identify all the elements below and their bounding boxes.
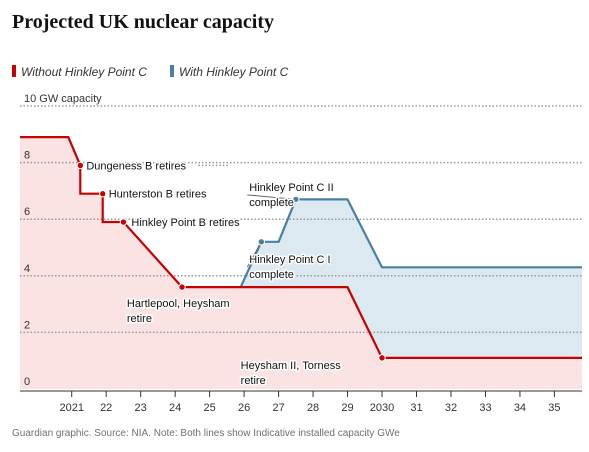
x-tick-label-2029: 29 bbox=[341, 402, 353, 414]
x-tick-label-2026: 26 bbox=[238, 402, 250, 414]
y-axis: 0 2 4 6 8 10 GW capacity bbox=[24, 93, 102, 388]
x-tick-label-2024: 24 bbox=[169, 402, 181, 414]
marker-hinkley-point-c-i bbox=[257, 238, 266, 246]
series-areas bbox=[20, 137, 582, 389]
x-tick-label-2022: 22 bbox=[100, 402, 112, 414]
x-tick-label-2028: 28 bbox=[307, 402, 319, 414]
legend-label-with-hinkley: With Hinkley Point C bbox=[179, 65, 289, 79]
y-tick-label-6: 6 bbox=[24, 206, 30, 218]
source-note: Guardian graphic. Source: NIA. Note: Bot… bbox=[12, 428, 400, 439]
x-axis: 2021 22 23 24 25 26 27 28 29 2030 31 32 33 34 35 bbox=[20, 390, 582, 414]
x-tick-label-2025: 25 bbox=[204, 402, 216, 414]
area-without-hinkley bbox=[20, 137, 582, 389]
y-tick-label-4: 4 bbox=[24, 263, 30, 275]
y-tick-label-0: 0 bbox=[24, 376, 30, 388]
leader-hinkley-point-c-ii bbox=[247, 194, 296, 200]
annotation-hinkley-point-c-ii-line-2: complete bbox=[249, 197, 294, 209]
x-tick-label-2034: 34 bbox=[514, 402, 526, 414]
annotation-hunterston-b-retires-line-1: Hunterston B retires bbox=[109, 189, 207, 201]
x-tick-label-2031: 31 bbox=[410, 402, 422, 414]
marker-hunterston-b-retires bbox=[99, 190, 107, 198]
marker-hinkley-point-c-ii bbox=[292, 195, 300, 204]
annotation-hartlepool-heysham-line-1: Hartlepool, Heysham bbox=[127, 298, 230, 310]
annotations: Dungeness B retires Hunterston B retires H… bbox=[76, 159, 386, 389]
marker-heysham-ii-torness bbox=[378, 354, 386, 362]
gridlines bbox=[20, 105, 582, 334]
x-tick-label-2021: 2021 bbox=[59, 402, 83, 414]
legend-swatch-with-hinkley bbox=[170, 65, 174, 77]
legend-label-without-hinkley: Without Hinkley Point C bbox=[21, 65, 147, 79]
x-tick-label-2032: 32 bbox=[445, 402, 457, 414]
annotation-hinkley-point-c-ii-line-1: Hinkley Point C II bbox=[249, 182, 333, 194]
marker-hinkley-point-b-retires bbox=[119, 218, 128, 226]
area-with-hinkley bbox=[240, 199, 582, 358]
y-tick-label-10: 10 GW capacity bbox=[24, 93, 102, 105]
x-tick-label-2033: 33 bbox=[479, 402, 491, 414]
marker-dungeness-b-retires bbox=[76, 161, 85, 170]
line-without-hinkley bbox=[20, 136, 582, 359]
y-tick-label-2: 2 bbox=[24, 319, 30, 331]
y-tick-label-8: 8 bbox=[24, 150, 30, 162]
annotation-hinkley-point-c-i-line-2: complete bbox=[249, 269, 294, 281]
annotation-heysham-ii-torness-line-2: retire bbox=[241, 375, 266, 387]
x-tick-label-2023: 23 bbox=[135, 402, 147, 414]
legend-swatch-without-hinkley bbox=[12, 65, 16, 77]
annotation-hartlepool-heysham-line-2: retire bbox=[127, 313, 152, 325]
annotation-dungeness-b-retires-line-1: Dungeness B retires bbox=[86, 160, 186, 172]
annotation-hinkley-point-b-retires-line-1: Hinkley Point B retires bbox=[131, 217, 240, 229]
annotation-heysham-ii-torness-line-1: Heysham II, Torness bbox=[241, 360, 342, 372]
chart-title: Projected UK nuclear capacity bbox=[12, 11, 274, 33]
leader-hinkley-point-c-i bbox=[246, 241, 262, 268]
legend: Without Hinkley Point C With Hinkley Poi… bbox=[12, 65, 289, 79]
annotation-hinkley-point-c-i-line-1: Hinkley Point C I bbox=[249, 254, 330, 266]
x-tick-label-2035: 35 bbox=[548, 402, 560, 414]
x-tick-label-2027: 27 bbox=[272, 402, 284, 414]
marker-hartlepool-heysham bbox=[178, 283, 186, 291]
x-tick-label-2030: 2030 bbox=[370, 402, 394, 414]
